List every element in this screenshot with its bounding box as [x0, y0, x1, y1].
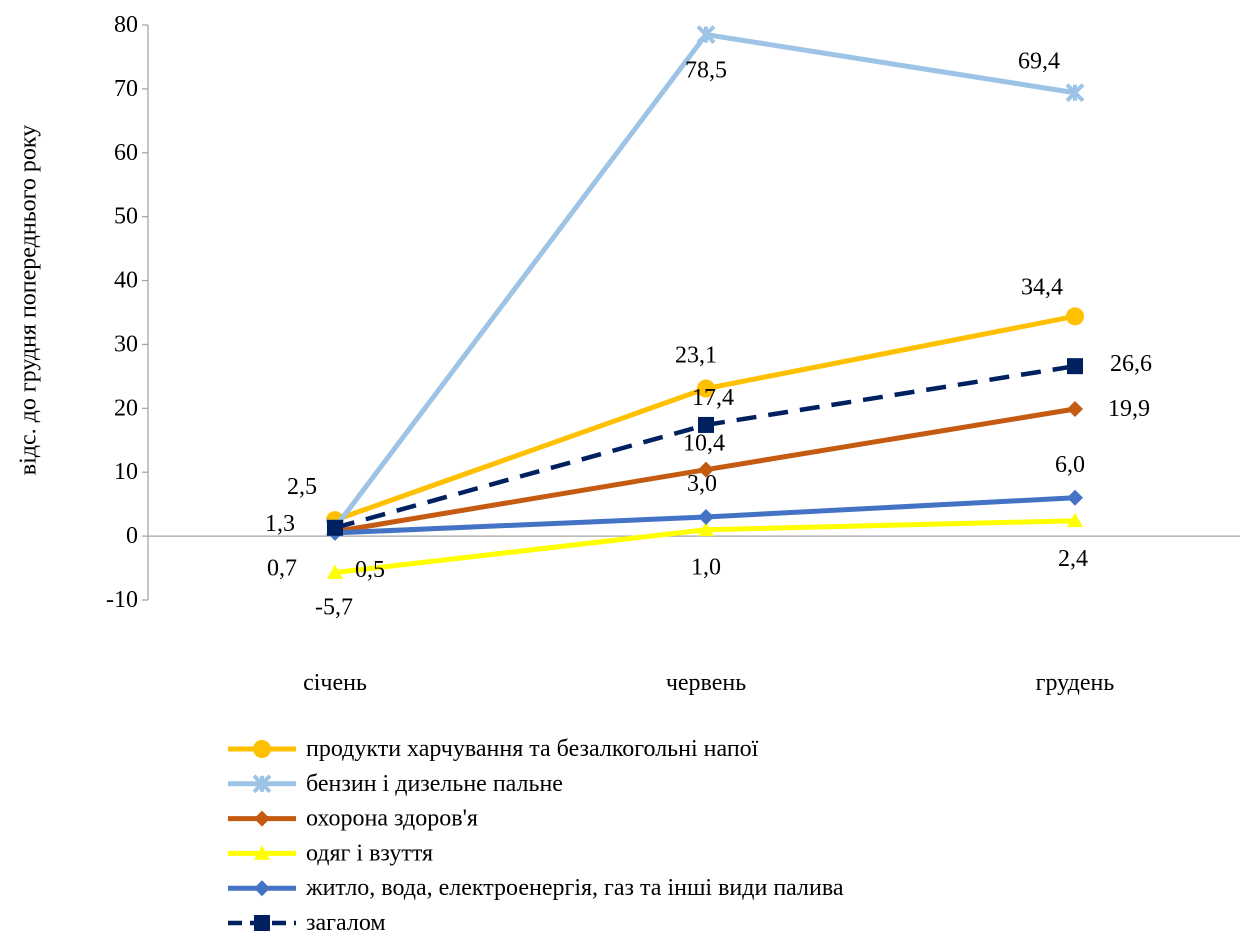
legend-item: охорона здоров'я: [228, 806, 478, 832]
data-label: 6,0: [1055, 452, 1085, 478]
data-point: [1067, 490, 1083, 506]
data-label: 69,4: [1018, 49, 1060, 75]
y-tick-label: 0: [126, 523, 138, 549]
data-label: 17,4: [692, 385, 734, 411]
y-tick-label: 10: [114, 459, 138, 485]
data-label: 34,4: [1021, 274, 1063, 300]
legend-label: продукти харчування та безалкогольні нап…: [306, 736, 759, 762]
legend-marker: [254, 880, 270, 896]
data-label: 0,5: [355, 557, 385, 583]
data-label: 3,0: [687, 471, 717, 497]
legend: продукти харчування та безалкогольні нап…: [228, 736, 844, 936]
y-tick-label: 80: [114, 12, 138, 38]
series-2: [327, 27, 1083, 536]
x-category-label: січень: [303, 670, 367, 696]
legend-item: загалом: [228, 910, 386, 936]
legend-marker: [254, 811, 270, 827]
legend-label: одяг і взуття: [306, 840, 433, 866]
x-category-label: грудень: [1036, 670, 1115, 696]
legend-label: житло, вода, електроенергія, газ та інші…: [305, 875, 844, 901]
legend-label: загалом: [306, 910, 386, 936]
y-axis-title: відс. до грудня попереднього року: [16, 125, 42, 475]
data-label: 0,7: [267, 556, 297, 582]
data-label: 23,1: [675, 343, 717, 369]
axes: -10 0 10 20 30 40 50 60 70 80 січень червень грудень: [106, 12, 1240, 696]
legend-marker: [254, 915, 270, 931]
data-label: 1,0: [691, 555, 721, 581]
legend-label: бензин і дизельне пальне: [306, 771, 563, 797]
data-label: 10,4: [683, 431, 725, 457]
y-tick-label: -10: [106, 587, 138, 613]
data-label: 2,5: [287, 474, 317, 500]
data-label: 78,5: [685, 58, 727, 84]
legend-label: охорона здоров'я: [306, 806, 478, 832]
y-tick-label: 50: [114, 204, 138, 230]
x-category-label: червень: [666, 670, 746, 696]
y-tick-label: 70: [114, 76, 138, 102]
data-label: 19,9: [1108, 396, 1150, 422]
data-point: [1067, 401, 1083, 417]
data-label: 1,3: [265, 511, 295, 537]
data-point: [1067, 358, 1083, 374]
y-tick-label: 40: [114, 268, 138, 294]
data-label: 26,6: [1110, 351, 1152, 377]
data-point: [327, 520, 343, 536]
data-point: [1066, 307, 1084, 325]
legend-item: бензин і дизельне пальне: [228, 771, 563, 797]
data-label: 2,4: [1058, 546, 1088, 572]
y-tick-label: 30: [114, 331, 138, 357]
legend-item: одяг і взуття: [228, 840, 433, 866]
y-tick-label: 20: [114, 395, 138, 421]
legend-marker: [253, 740, 271, 758]
data-point: [698, 509, 714, 525]
legend-item: житло, вода, електроенергія, газ та інші…: [228, 875, 844, 901]
legend-item: продукти харчування та безалкогольні нап…: [228, 736, 759, 762]
y-tick-label: 60: [114, 140, 138, 166]
data-label: -5,7: [315, 595, 353, 621]
